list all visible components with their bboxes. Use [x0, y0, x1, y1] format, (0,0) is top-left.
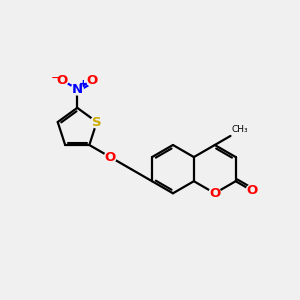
Text: O: O [87, 74, 98, 87]
Text: +: + [80, 79, 88, 89]
Circle shape [71, 83, 83, 95]
Circle shape [56, 74, 68, 86]
Text: O: O [246, 184, 258, 197]
Circle shape [86, 74, 98, 86]
Text: −: − [50, 72, 61, 85]
Circle shape [91, 116, 103, 128]
Text: O: O [105, 151, 116, 164]
Text: N: N [72, 82, 83, 95]
Text: CH₃: CH₃ [232, 125, 249, 134]
Text: S: S [92, 116, 102, 128]
Circle shape [104, 151, 116, 163]
Circle shape [246, 185, 258, 197]
Text: O: O [57, 74, 68, 87]
Text: O: O [209, 187, 220, 200]
Circle shape [209, 188, 221, 199]
